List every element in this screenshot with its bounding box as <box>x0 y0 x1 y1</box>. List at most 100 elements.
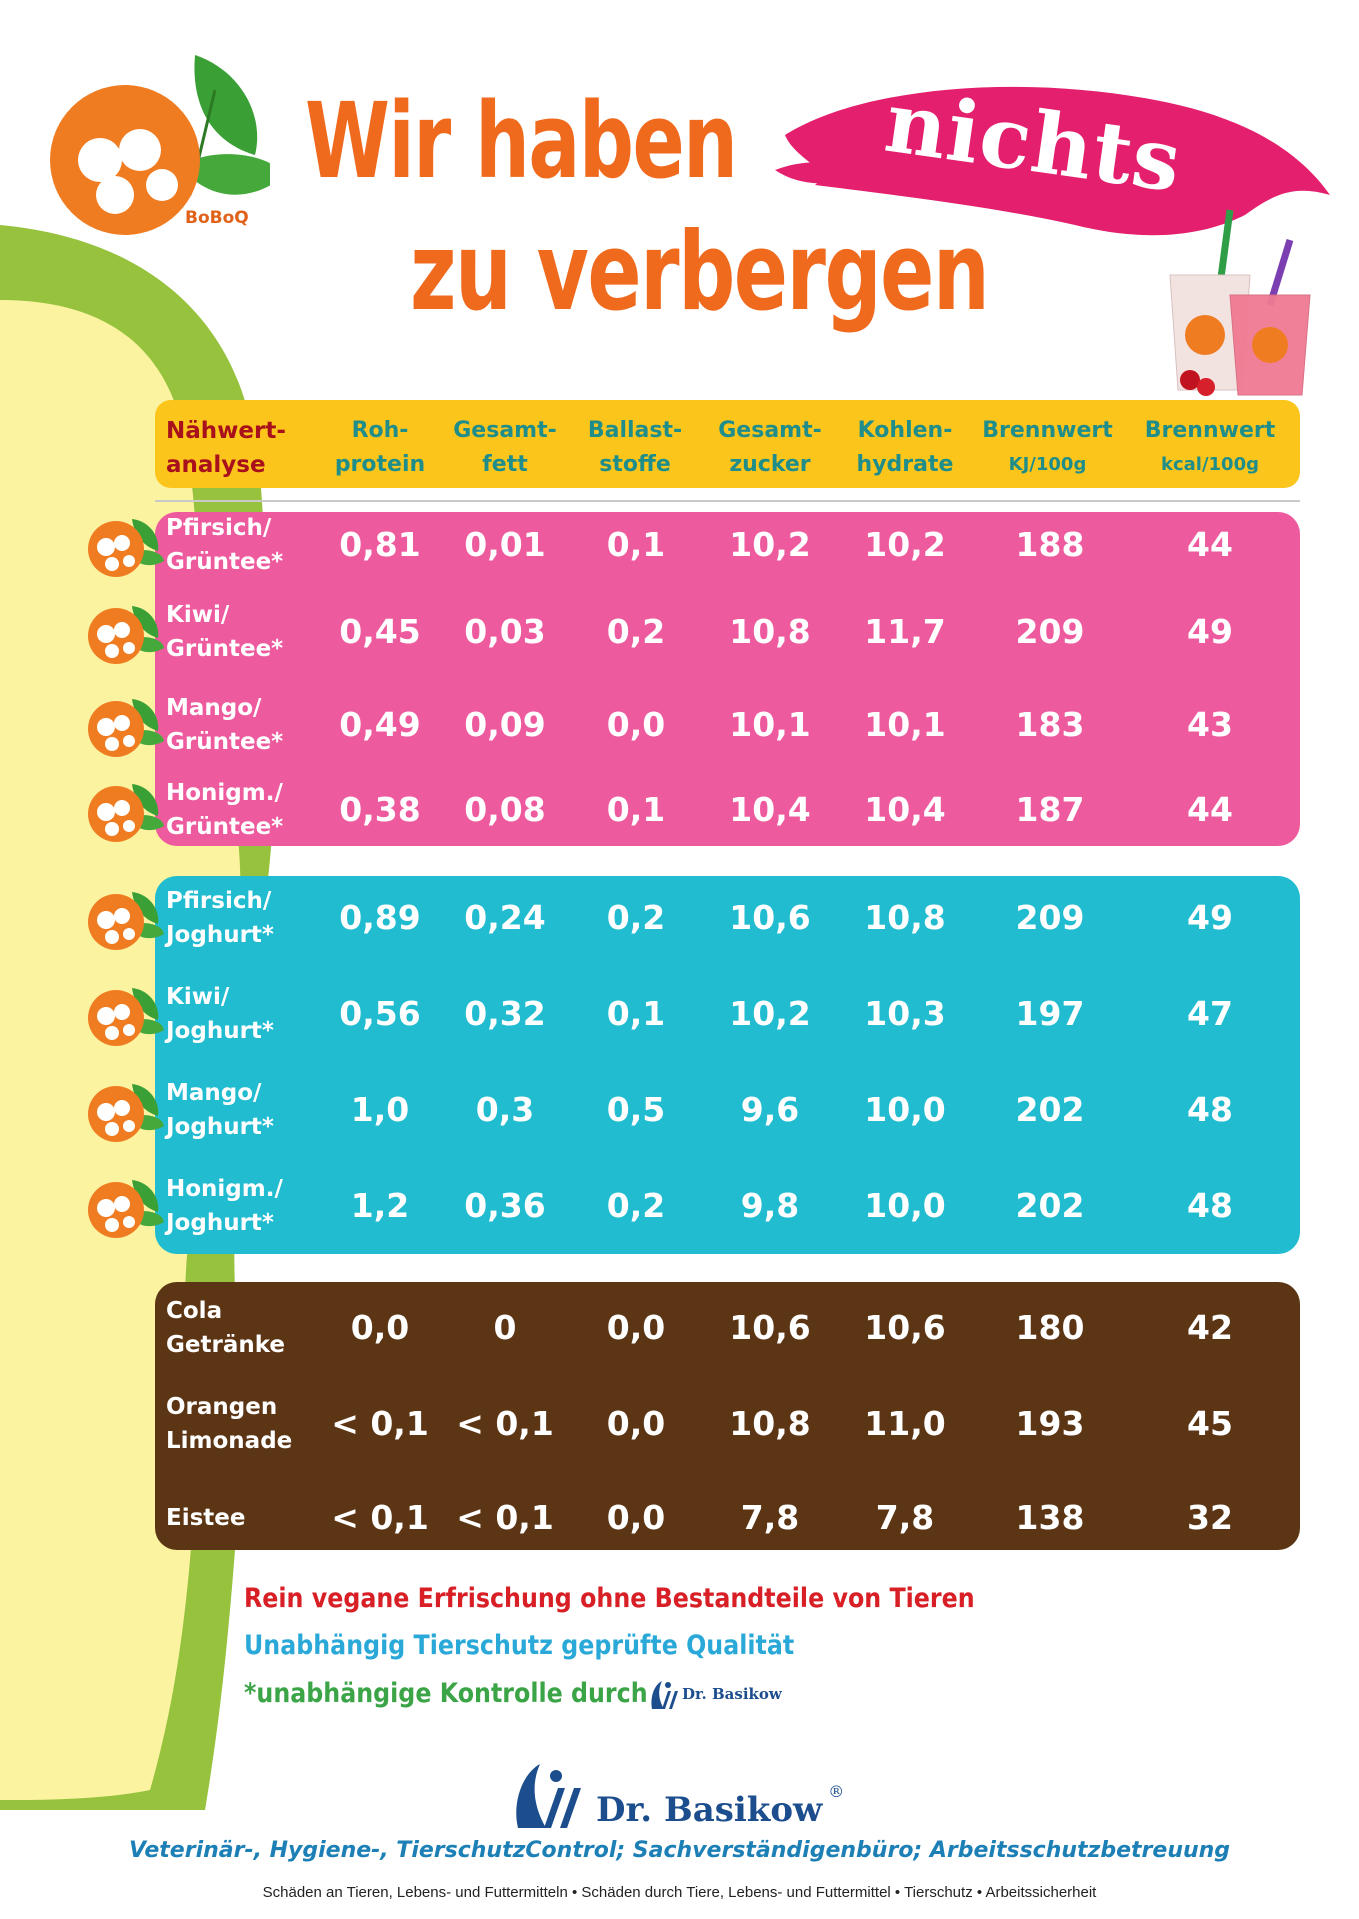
soft-drinks-group-panel <box>155 1282 1300 1550</box>
boboq-mini-logo <box>88 988 164 1046</box>
basikow-logo: Dr. Basikow ® <box>510 1758 844 1830</box>
table-cell: 0,36 <box>464 1186 546 1225</box>
table-cell: 0,56 <box>339 994 421 1033</box>
table-cell: 0,0 <box>606 1404 666 1443</box>
column-header-carbohydrates: Kohlen-hydrate <box>856 418 954 477</box>
table-cell: 0,38 <box>339 790 421 829</box>
brush-stroke <box>775 86 1330 236</box>
table-cell: 0,1 <box>606 525 666 564</box>
logo-text: BoBoQ <box>185 208 249 228</box>
table-cell: < 0,1 <box>456 1498 554 1537</box>
table-cell: 32 <box>1187 1498 1233 1537</box>
table-cell: 0,0 <box>350 1308 410 1347</box>
row-label: Pfirsich/ Grüntee* <box>166 515 284 575</box>
vegan-note: Rein vegane Erfrischung ohne Bestandteil… <box>244 1583 975 1614</box>
column-header-sugar: Gesamt-zucker <box>718 418 822 477</box>
services-subtitle: Veterinär-, Hygiene-, TierschutzControl;… <box>128 1838 1231 1863</box>
boboq-mini-logo <box>88 892 164 950</box>
row-label: Mango/ Joghurt* <box>166 1080 274 1140</box>
bubble-tea-cups-image <box>1169 209 1311 396</box>
table-cell: 0,5 <box>606 1090 666 1129</box>
table-cell: 209 <box>1015 898 1085 937</box>
table-cell: 43 <box>1187 705 1233 744</box>
boboq-mini-logo <box>88 699 164 757</box>
table-cell: 0,03 <box>464 612 546 651</box>
table-cell: 0,01 <box>464 525 546 564</box>
table-cell: 0,1 <box>606 790 666 829</box>
table-cell: 10,1 <box>729 705 811 744</box>
table-cell: 0,08 <box>464 790 546 829</box>
table-cell: 10,0 <box>864 1186 946 1225</box>
table-cell: 187 <box>1015 790 1085 829</box>
table-cell: 0,0 <box>606 1308 666 1347</box>
table-cell: 11,7 <box>864 612 946 651</box>
boboq-mini-logo <box>88 519 164 577</box>
row-label: Honigm./ Grüntee* <box>166 780 284 840</box>
column-header-protein: Roh-protein <box>334 418 426 477</box>
table-cell: 0,89 <box>339 898 421 937</box>
table-cell: 0,1 <box>606 994 666 1033</box>
registered-mark: ® <box>828 1782 845 1801</box>
table-cell: 9,6 <box>740 1090 800 1129</box>
table-cell: 10,1 <box>864 705 946 744</box>
table-cell: 1,2 <box>350 1186 410 1225</box>
table-cell: 0,45 <box>339 612 421 651</box>
row-label: Cola Getränke <box>166 1298 285 1358</box>
table-cell: 0,0 <box>606 705 666 744</box>
quality-note: Unabhängig Tierschutz geprüfte Qualität <box>244 1630 795 1661</box>
table-cell: 10,6 <box>729 898 811 937</box>
table-cell: 0,32 <box>464 994 546 1033</box>
table-cell: 10,6 <box>729 1308 811 1347</box>
table-cell: 0,09 <box>464 705 546 744</box>
table-cell: 49 <box>1187 898 1233 937</box>
boboq-mini-logo <box>88 1084 164 1142</box>
table-header-band <box>155 400 1300 488</box>
green-tea-group-panel <box>155 512 1300 846</box>
table-cell: 138 <box>1015 1498 1085 1537</box>
basikow-mark-large-icon <box>516 1764 581 1828</box>
row-label: Honigm./ Joghurt* <box>166 1176 283 1236</box>
table-cell: 7,8 <box>875 1498 935 1537</box>
table-cell: 1,0 <box>350 1090 410 1129</box>
table-cell: 0,81 <box>339 525 421 564</box>
table-cell: 49 <box>1187 612 1233 651</box>
table-cell: 10,8 <box>729 1404 811 1443</box>
boboq-logo: BoBoQ <box>50 55 270 235</box>
table-cell: 10,2 <box>864 525 946 564</box>
title-line-2: zu verbergen <box>410 210 990 335</box>
row-label: Kiwi/ Grüntee* <box>166 602 284 662</box>
table-cell: 45 <box>1187 1404 1233 1443</box>
table-cell: 0,2 <box>606 1186 666 1225</box>
table-cell: 193 <box>1015 1404 1085 1443</box>
table-cell: 0,0 <box>606 1498 666 1537</box>
table-cell: 10,3 <box>864 994 946 1033</box>
table-cell: 10,4 <box>729 790 811 829</box>
table-cell: 0,2 <box>606 612 666 651</box>
column-header-energy-kj: Brennwert KJ/100g <box>982 418 1113 475</box>
column-header-energy-kcal: Brennwert kcal/100g <box>1144 418 1276 475</box>
row-label: Orangen Limonade <box>166 1394 293 1454</box>
table-cell: 44 <box>1187 790 1233 829</box>
control-note: *unabhängige Kontrolle durch <box>244 1678 648 1709</box>
column-header-fat: Gesamt-fett <box>453 418 557 477</box>
services-fineprint: Schäden an Tieren, Lebens- und Futtermit… <box>262 1884 1097 1901</box>
small-brand-name: Dr. Basikow <box>682 1685 782 1703</box>
table-cell: 202 <box>1015 1186 1085 1225</box>
table-cell: 48 <box>1187 1090 1233 1129</box>
brand-name: Dr. Basikow <box>596 1790 823 1830</box>
table-cell: 10,2 <box>729 525 811 564</box>
boboq-mini-logo <box>88 606 164 664</box>
column-header-fiber: Ballast-stoffe <box>587 418 683 477</box>
table-cell: 7,8 <box>740 1498 800 1537</box>
table-cell: < 0,1 <box>331 1404 429 1443</box>
small-basikow-logo: Dr. Basikow <box>648 1676 782 1712</box>
table-cell: 180 <box>1015 1308 1085 1347</box>
table-cell: 0,24 <box>464 898 546 937</box>
basikow-mark-icon <box>651 1681 678 1709</box>
table-cell: 10,8 <box>729 612 811 651</box>
table-cell: 183 <box>1015 705 1085 744</box>
table-cell: < 0,1 <box>456 1404 554 1443</box>
table-cell: 10,6 <box>864 1308 946 1347</box>
table-cell: 10,2 <box>729 994 811 1033</box>
boboq-mini-logo <box>88 784 164 842</box>
